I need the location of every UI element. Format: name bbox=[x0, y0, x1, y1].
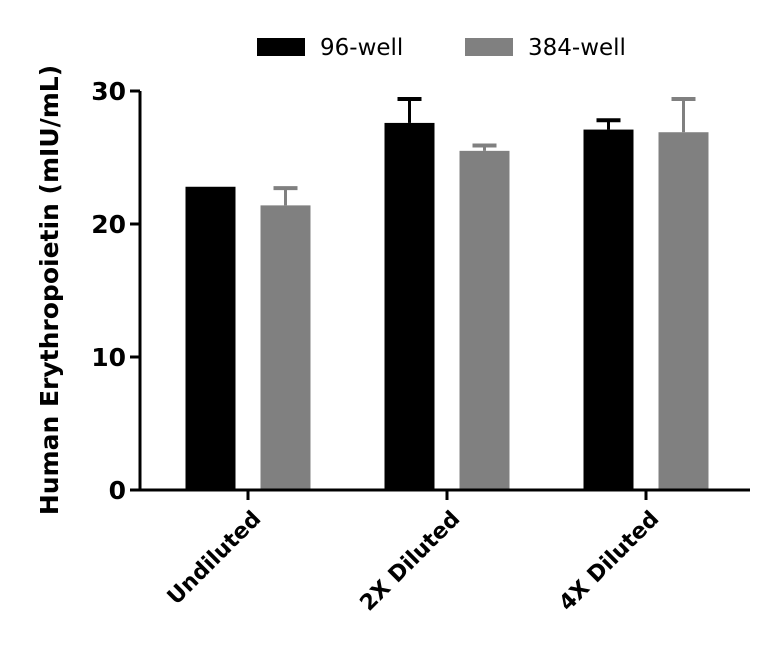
legend: 96-well 384-well bbox=[257, 35, 626, 61]
x-tick-label: 2X Diluted bbox=[356, 507, 466, 617]
x-tick-label: Undiluted bbox=[163, 507, 266, 610]
legend-label: 96-well bbox=[320, 35, 403, 61]
bar-96-well bbox=[583, 129, 634, 490]
y-axis-label: Human Erythropoietin (mIU/mL) bbox=[35, 65, 64, 515]
bar-96-well bbox=[384, 122, 435, 491]
x-tick-label: 4X Diluted bbox=[555, 507, 665, 617]
bar-384-well bbox=[260, 205, 311, 490]
y-tick-label: 30 bbox=[91, 77, 126, 106]
y-tick-label: 0 bbox=[109, 476, 126, 505]
y-tick-label: 10 bbox=[91, 343, 126, 372]
bars bbox=[185, 96, 709, 491]
bar-96-well bbox=[185, 186, 236, 490]
bar-384-well bbox=[658, 132, 709, 491]
legend-label: 384-well bbox=[528, 35, 626, 61]
y-tick-label: 20 bbox=[91, 210, 126, 239]
bar-384-well bbox=[459, 150, 510, 490]
legend-swatch bbox=[257, 38, 305, 56]
legend-swatch bbox=[465, 38, 513, 56]
